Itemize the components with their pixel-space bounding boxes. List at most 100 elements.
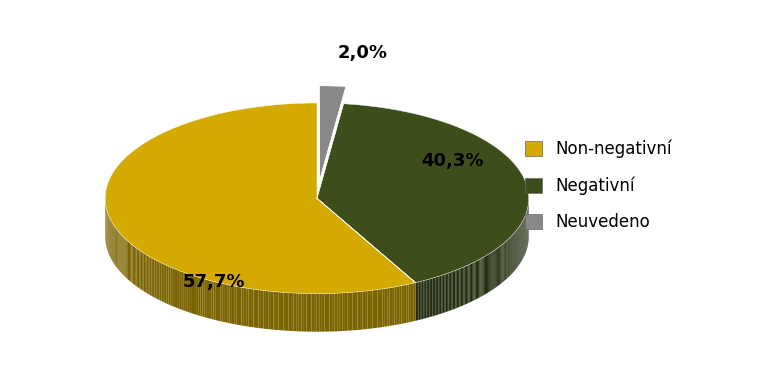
Polygon shape (136, 248, 138, 287)
Polygon shape (475, 261, 476, 300)
Polygon shape (484, 256, 485, 295)
Polygon shape (501, 244, 502, 283)
Polygon shape (281, 292, 284, 330)
Polygon shape (355, 292, 358, 330)
Polygon shape (444, 274, 446, 313)
Polygon shape (129, 242, 130, 281)
Polygon shape (416, 282, 417, 321)
Polygon shape (443, 274, 444, 313)
Polygon shape (406, 284, 409, 323)
Polygon shape (502, 244, 503, 282)
Polygon shape (158, 261, 160, 300)
Polygon shape (269, 291, 271, 329)
Polygon shape (467, 265, 469, 303)
Polygon shape (200, 278, 202, 317)
Polygon shape (286, 293, 288, 331)
Polygon shape (479, 259, 480, 298)
Polygon shape (223, 284, 225, 322)
Polygon shape (482, 257, 484, 296)
Polygon shape (317, 104, 529, 283)
Polygon shape (380, 289, 382, 327)
Polygon shape (413, 283, 416, 321)
Polygon shape (435, 277, 437, 315)
Polygon shape (392, 287, 394, 325)
Polygon shape (279, 292, 281, 330)
Polygon shape (335, 293, 337, 331)
Polygon shape (167, 266, 168, 304)
Polygon shape (330, 293, 332, 332)
Polygon shape (463, 267, 465, 305)
Polygon shape (446, 273, 447, 312)
Polygon shape (498, 247, 499, 286)
Polygon shape (249, 288, 251, 327)
Polygon shape (508, 239, 509, 277)
Polygon shape (307, 293, 309, 332)
Polygon shape (301, 293, 304, 332)
Polygon shape (377, 289, 380, 328)
Polygon shape (495, 249, 496, 288)
Polygon shape (196, 276, 198, 315)
Polygon shape (237, 286, 239, 325)
Polygon shape (212, 281, 214, 320)
Polygon shape (507, 240, 508, 279)
Polygon shape (451, 271, 453, 310)
Polygon shape (299, 293, 301, 332)
Polygon shape (423, 280, 425, 319)
Polygon shape (496, 248, 497, 287)
Polygon shape (358, 291, 360, 330)
Polygon shape (462, 267, 463, 306)
Polygon shape (105, 103, 416, 294)
Polygon shape (320, 86, 346, 181)
Polygon shape (234, 286, 237, 325)
Polygon shape (431, 278, 432, 317)
Polygon shape (487, 254, 488, 293)
Polygon shape (180, 271, 182, 310)
Polygon shape (492, 251, 493, 290)
Polygon shape (144, 253, 145, 292)
Polygon shape (216, 282, 218, 321)
Polygon shape (239, 287, 241, 325)
Polygon shape (207, 280, 209, 318)
Polygon shape (497, 248, 498, 286)
Polygon shape (134, 246, 135, 285)
Polygon shape (350, 292, 352, 330)
Polygon shape (261, 290, 263, 328)
Polygon shape (409, 284, 411, 322)
Polygon shape (256, 290, 259, 328)
Polygon shape (138, 249, 139, 288)
Polygon shape (486, 255, 487, 294)
Polygon shape (194, 276, 196, 315)
Polygon shape (128, 241, 129, 280)
Polygon shape (473, 262, 475, 301)
Polygon shape (420, 281, 422, 320)
Polygon shape (506, 240, 507, 279)
Polygon shape (425, 280, 426, 318)
Polygon shape (332, 293, 335, 332)
Polygon shape (205, 279, 207, 318)
Polygon shape (141, 251, 142, 290)
Text: 57,7%: 57,7% (183, 273, 246, 291)
Polygon shape (116, 229, 117, 267)
Polygon shape (476, 261, 477, 300)
Polygon shape (411, 283, 413, 322)
Polygon shape (294, 293, 296, 331)
Polygon shape (132, 245, 134, 284)
Polygon shape (198, 277, 200, 316)
Polygon shape (362, 291, 365, 330)
Polygon shape (122, 235, 123, 274)
Polygon shape (314, 294, 317, 332)
Polygon shape (266, 291, 269, 329)
Polygon shape (394, 286, 396, 325)
Polygon shape (317, 294, 320, 332)
Polygon shape (184, 273, 186, 311)
Polygon shape (139, 250, 141, 289)
Polygon shape (218, 283, 220, 321)
Polygon shape (228, 284, 230, 323)
Polygon shape (450, 272, 451, 311)
Polygon shape (230, 285, 232, 324)
Polygon shape (241, 287, 244, 326)
Polygon shape (142, 252, 144, 291)
Polygon shape (453, 271, 454, 310)
Polygon shape (165, 264, 167, 303)
Polygon shape (348, 293, 350, 331)
